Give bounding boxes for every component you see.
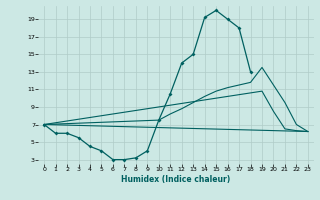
X-axis label: Humidex (Indice chaleur): Humidex (Indice chaleur) <box>121 175 231 184</box>
